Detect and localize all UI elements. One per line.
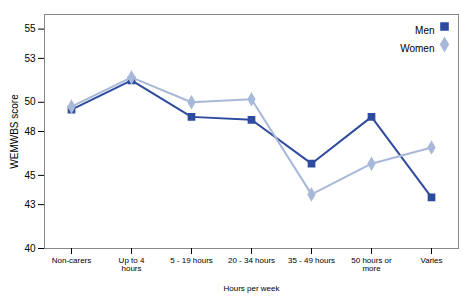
svg-text:Women: Women: [400, 43, 434, 54]
svg-text:Men: Men: [415, 25, 434, 36]
svg-text:48: 48: [24, 126, 36, 137]
svg-text:50 hours ormore: 50 hours ormore: [351, 256, 392, 273]
svg-text:WEMWBS score: WEMWBS score: [9, 94, 20, 169]
svg-text:Hours per week: Hours per week: [223, 284, 280, 293]
svg-text:40: 40: [24, 243, 36, 254]
svg-text:20 - 34 hours: 20 - 34 hours: [228, 256, 275, 265]
svg-text:53: 53: [24, 53, 36, 64]
svg-text:5 - 19 hours: 5 - 19 hours: [170, 256, 213, 265]
svg-text:Non-carers: Non-carers: [52, 256, 92, 265]
svg-text:55: 55: [24, 23, 36, 34]
svg-text:35 - 49 hours: 35 - 49 hours: [288, 256, 335, 265]
svg-text:45: 45: [24, 170, 36, 181]
svg-text:43: 43: [24, 199, 36, 210]
svg-text:50: 50: [24, 96, 36, 107]
svg-text:Up to 4hours: Up to 4hours: [119, 256, 145, 273]
svg-text:Varies: Varies: [420, 256, 442, 265]
